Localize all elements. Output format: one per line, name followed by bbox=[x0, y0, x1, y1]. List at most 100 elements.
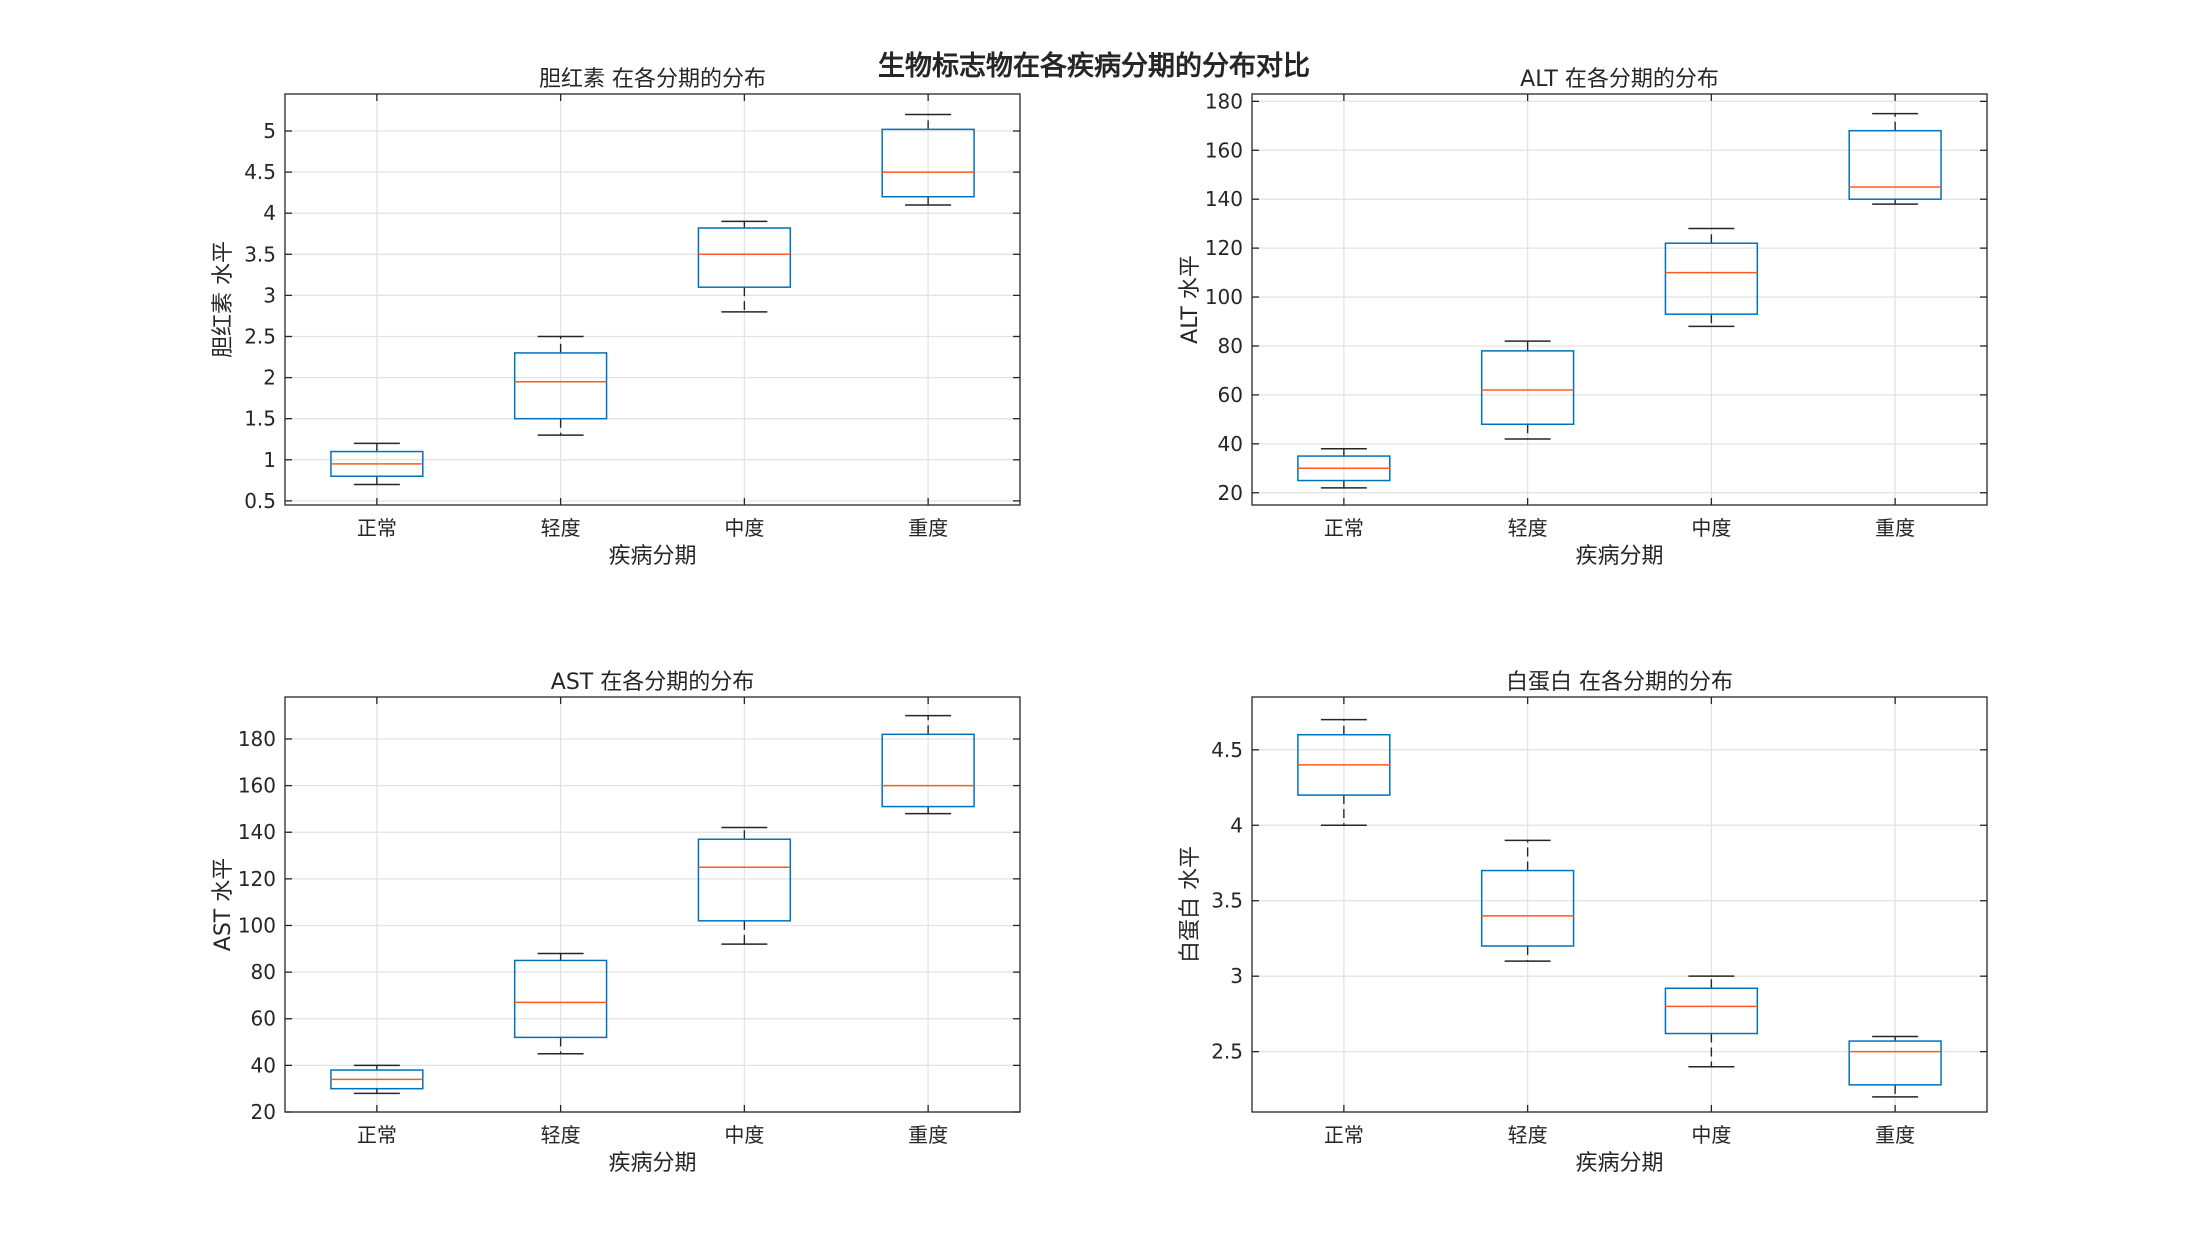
x-axis-label: 疾病分期 bbox=[1575, 544, 1663, 569]
box-2 bbox=[1480, 340, 1575, 440]
x-tick-label: 轻度 bbox=[541, 516, 581, 540]
y-axis-label: 白蛋白 水平 bbox=[1178, 846, 1203, 963]
y-tick-label: 1.5 bbox=[244, 407, 276, 431]
y-tick-label: 3.5 bbox=[244, 242, 276, 266]
y-tick-label: 4 bbox=[1230, 813, 1243, 837]
y-tick-label: 120 bbox=[238, 867, 276, 891]
y-tick-label: 100 bbox=[1205, 285, 1243, 309]
x-tick-label: 重度 bbox=[908, 516, 948, 540]
chart-panel-ast: 20 40 60 80 100 120 140 160 180 正常 轻度 中度 重度 AST 在各分期的… bbox=[211, 670, 1021, 1176]
box-4 bbox=[881, 714, 975, 815]
x-tick-label: 中度 bbox=[1691, 516, 1731, 540]
y-tick-label: 2.5 bbox=[244, 324, 276, 348]
x-axis-label: 疾病分期 bbox=[608, 1151, 696, 1176]
y-axis-label: 胆红素 水平 bbox=[211, 241, 236, 358]
iqr-box bbox=[1664, 987, 1759, 1035]
box-1 bbox=[330, 1064, 424, 1095]
box-3 bbox=[1664, 227, 1759, 328]
iqr-box bbox=[513, 959, 608, 1039]
iqr-box bbox=[697, 838, 792, 922]
x-tick-label: 轻度 bbox=[541, 1123, 581, 1147]
y-tick-label: 180 bbox=[238, 727, 276, 751]
x-tick-label: 正常 bbox=[1324, 516, 1364, 540]
x-tick-label: 重度 bbox=[1875, 516, 1915, 540]
y-tick-label: 4 bbox=[263, 201, 276, 225]
plot-area bbox=[1252, 94, 1987, 505]
x-tick-label: 中度 bbox=[724, 1123, 764, 1147]
box-1 bbox=[330, 442, 424, 486]
y-tick-label: 40 bbox=[1218, 432, 1243, 456]
plot-area bbox=[285, 94, 1020, 505]
y-tick-label: 140 bbox=[238, 820, 276, 844]
iqr-box bbox=[1480, 350, 1575, 426]
y-tick-label: 140 bbox=[1205, 187, 1243, 211]
box-4 bbox=[881, 113, 975, 206]
y-tick-label: 4.5 bbox=[244, 160, 276, 184]
y-tick-label: 3 bbox=[263, 283, 276, 307]
box-3 bbox=[697, 220, 792, 313]
x-tick-label: 中度 bbox=[724, 516, 764, 540]
y-tick-label: 160 bbox=[1205, 138, 1243, 162]
y-tick-label: 3.5 bbox=[1211, 889, 1243, 913]
y-tick-label: 180 bbox=[1205, 89, 1243, 113]
box-1 bbox=[1297, 447, 1391, 489]
panel-title: AST 在各分期的分布 bbox=[551, 670, 754, 695]
box-2 bbox=[1480, 839, 1575, 962]
axes-frame bbox=[1251, 93, 1988, 506]
y-tick-label: 60 bbox=[251, 1007, 276, 1031]
plot-area bbox=[285, 697, 1020, 1112]
panel-title: ALT 在各分期的分布 bbox=[1520, 67, 1719, 92]
chart-panel-alt: 20 40 60 80 100 120 140 160 180 正常 轻度 中度 重度 ALT 在各分期的… bbox=[1178, 67, 1988, 569]
y-tick-label: 160 bbox=[238, 774, 276, 798]
y-tick-label: 80 bbox=[1218, 334, 1243, 358]
iqr-box bbox=[1848, 129, 1942, 200]
x-tick-label: 正常 bbox=[1324, 1123, 1364, 1147]
x-tick-label: 正常 bbox=[357, 1123, 397, 1147]
y-tick-label: 120 bbox=[1205, 236, 1243, 260]
y-tick-label: 60 bbox=[1218, 383, 1243, 407]
x-tick-label: 正常 bbox=[357, 516, 397, 540]
iqr-box bbox=[697, 227, 792, 288]
box-2 bbox=[513, 952, 608, 1055]
iqr-box bbox=[1664, 242, 1759, 315]
iqr-box bbox=[1480, 869, 1575, 947]
y-tick-label: 0.5 bbox=[244, 489, 276, 513]
x-tick-label: 轻度 bbox=[1508, 516, 1548, 540]
x-axis-label: 疾病分期 bbox=[1575, 1151, 1663, 1176]
box-4 bbox=[1848, 112, 1942, 205]
box-3 bbox=[697, 826, 792, 945]
x-tick-label: 重度 bbox=[1875, 1123, 1915, 1147]
x-tick-label: 中度 bbox=[1691, 1123, 1731, 1147]
y-tick-label: 100 bbox=[238, 913, 276, 937]
x-axis-label: 疾病分期 bbox=[608, 544, 696, 569]
x-tick-label: 轻度 bbox=[1508, 1123, 1548, 1147]
iqr-box bbox=[513, 352, 608, 420]
y-tick-label: 3 bbox=[1230, 964, 1243, 988]
iqr-box bbox=[881, 128, 975, 198]
iqr-box bbox=[881, 733, 975, 808]
panel-title: 胆红素 在各分期的分布 bbox=[539, 67, 766, 92]
plot-area bbox=[1252, 697, 1987, 1112]
y-tick-label: 5 bbox=[263, 119, 276, 143]
y-tick-label: 20 bbox=[1218, 481, 1243, 505]
figure-suptitle: 生物标志物在各疾病分期的分布对比 bbox=[878, 50, 1310, 82]
chart-panel-bilirubin: 0.5 1 1.5 2 2.5 3 3.5 4 4.5 5 正常 轻度 中度 重度 胆红素 在各分期的分布疾… bbox=[211, 67, 1021, 569]
y-tick-label: 4.5 bbox=[1211, 738, 1243, 762]
y-axis-label: AST 水平 bbox=[211, 858, 236, 951]
y-tick-label: 1 bbox=[263, 448, 276, 472]
box-1 bbox=[1297, 718, 1391, 827]
y-tick-label: 2.5 bbox=[1211, 1040, 1243, 1064]
panel-title: 白蛋白 在各分期的分布 bbox=[1506, 670, 1733, 695]
box-2 bbox=[513, 335, 608, 436]
x-tick-label: 重度 bbox=[908, 1123, 948, 1147]
y-axis-label: ALT 水平 bbox=[1178, 255, 1203, 344]
y-tick-label: 40 bbox=[251, 1053, 276, 1077]
axes-frame bbox=[284, 93, 1021, 506]
box-3 bbox=[1664, 975, 1759, 1068]
axes-frame bbox=[284, 696, 1021, 1113]
axes-frame bbox=[1251, 696, 1988, 1113]
y-tick-label: 20 bbox=[251, 1100, 276, 1124]
box-4 bbox=[1848, 1035, 1942, 1098]
